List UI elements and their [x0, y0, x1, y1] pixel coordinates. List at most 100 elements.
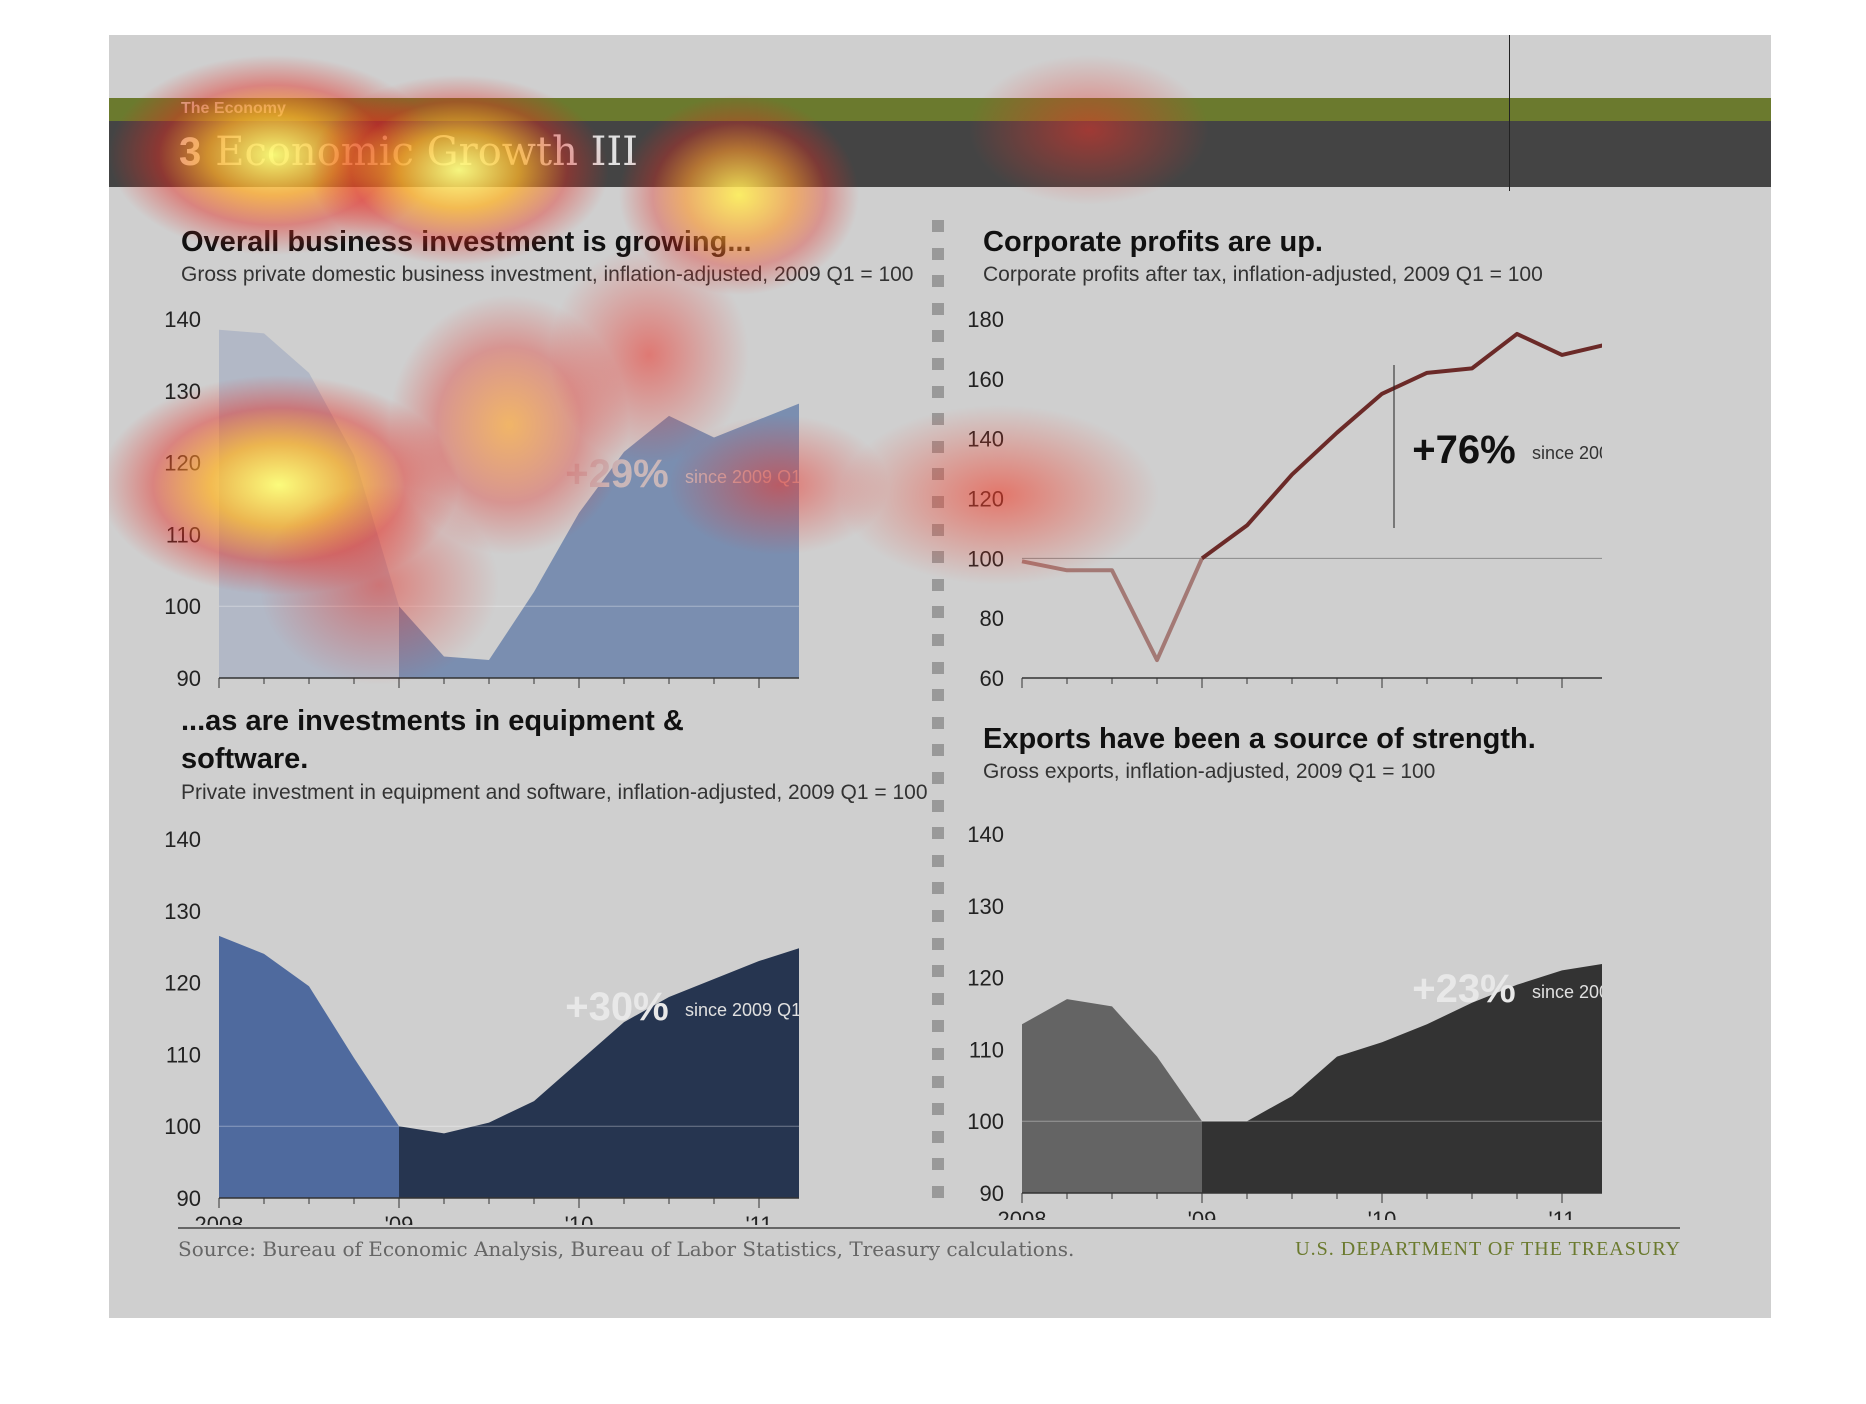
- divider-dot: [932, 827, 944, 840]
- x-tick-label: '10: [1368, 1207, 1397, 1220]
- divider-dot: [932, 716, 944, 729]
- divider-dot: [932, 882, 944, 895]
- divider-dot: [932, 992, 944, 1005]
- y-tick-label: 120: [967, 487, 1004, 512]
- footer-organization: U.S. DEPARTMENT OF THE TREASURY: [1295, 1238, 1681, 1260]
- callout-percent: +23%: [1412, 967, 1515, 1011]
- y-tick-label: 60: [980, 666, 1004, 691]
- chart-svg-p3: 2008 '09 '10 '11 90 100 110 120 130 140 +30% since …: [164, 827, 850, 1237]
- callout-percent: +76%: [1412, 428, 1515, 472]
- panel2-title: Corporate profits are up.: [983, 226, 1323, 258]
- y-tick-label: 160: [967, 367, 1004, 392]
- panel4-subtitle: Gross exports, inflation-adjusted, 2009 …: [983, 760, 1436, 783]
- y-tick-label: 130: [164, 899, 201, 924]
- chart-svg-p2: 2008 '09 '10 '11 60 80 100 120 140 160 180 +76% sinc…: [967, 307, 1653, 717]
- x-tick-label: 2008: [998, 692, 1047, 695]
- x-tick-label: '09: [385, 1212, 414, 1225]
- y-tick-label: 120: [967, 966, 1004, 991]
- callout-note: since 2009 Q1: [685, 1000, 799, 1020]
- chart-svg-p1: 2008 '09 '10 '11 90 100 110 120 130 140 +29% since …: [164, 307, 850, 717]
- y-tick-label: 140: [164, 307, 201, 332]
- chart-exports: 2008 '09 '10 '11 90 100 110 120 130 140 +23% since …: [952, 820, 1653, 1232]
- x-tick-label: '09: [385, 692, 414, 695]
- callout-note: since 2009 Q1: [1532, 443, 1602, 463]
- panel3-subtitle: Private investment in equipment and soft…: [181, 781, 928, 804]
- y-tick-label: 110: [166, 1042, 201, 1067]
- slide-number: 3: [179, 130, 202, 174]
- x-tick-label: '10: [1368, 692, 1397, 695]
- x-tick-label: '09: [1188, 1207, 1217, 1220]
- chart-corporate-profits: 2008 '09 '10 '11 60 80 100 120 140 160 180 +76% sinc…: [952, 305, 1653, 717]
- divider-dot: [932, 1020, 944, 1033]
- slide: The Economy 3 Economic Growth III Overall…: [109, 35, 1771, 1318]
- chart-business-investment: 2008 '09 '10 '11 90 100 110 120 130 140 +29% since …: [149, 305, 850, 717]
- divider-dot: [932, 440, 944, 453]
- y-tick-label: 100: [967, 1109, 1004, 1134]
- divider-dot: [932, 1158, 944, 1171]
- header-vertical-rule: [1509, 35, 1510, 191]
- y-tick-label: 130: [967, 894, 1004, 919]
- divider-dot: [932, 689, 944, 702]
- section-label: The Economy: [181, 100, 286, 117]
- divider-dot: [932, 413, 944, 426]
- divider-dot: [932, 468, 944, 481]
- chart-svg-p4: 2008 '09 '10 '11 90 100 110 120 130 140 +23% since …: [967, 822, 1653, 1232]
- area-pre-2009: [219, 329, 399, 678]
- y-tick-label: 130: [164, 379, 201, 404]
- divider-dot: [932, 302, 944, 315]
- callout-percent: +29%: [565, 452, 668, 496]
- y-tick-label: 100: [164, 594, 201, 619]
- divider-dot: [932, 220, 944, 232]
- y-tick-label: 100: [164, 1114, 201, 1139]
- slide-title-text: Economic Growth III: [215, 129, 638, 175]
- chart-equipment-software: 2008 '09 '10 '11 90 100 110 120 130 140 +30% since …: [149, 825, 850, 1237]
- divider-dot: [932, 385, 944, 398]
- y-tick-label: 120: [164, 971, 201, 996]
- divider-dot: [932, 910, 944, 922]
- y-tick-label: 90: [980, 1181, 1004, 1206]
- divider-dot: [932, 523, 944, 536]
- divider-dot: [932, 578, 944, 591]
- divider-dot: [932, 744, 944, 757]
- divider-dot: [932, 606, 944, 619]
- x-tick-label: 2008: [195, 692, 244, 695]
- footer-source: Source: Bureau of Economic Analysis, Bur…: [178, 1237, 1075, 1261]
- divider-dot: [932, 1048, 944, 1060]
- y-tick-label: 110: [166, 522, 201, 547]
- y-tick-label: 120: [164, 451, 201, 476]
- callout-percent: +30%: [565, 985, 668, 1029]
- x-tick-label: 2008: [195, 1212, 244, 1225]
- y-tick-label: 140: [164, 827, 201, 852]
- divider-dot: [932, 1130, 944, 1143]
- area-pre-2009: [219, 935, 399, 1198]
- series-line-post-2009: [1200, 327, 1653, 560]
- panel4-title: Exports have been a source of strength.: [983, 723, 1536, 755]
- x-tick-label: 2008: [998, 1207, 1047, 1220]
- divider-dot: [932, 937, 944, 950]
- y-tick-label: 90: [177, 1186, 201, 1211]
- y-tick-label: 140: [967, 822, 1004, 847]
- panel-divider: [932, 220, 944, 1210]
- header-accent-bar: [109, 98, 1771, 121]
- divider-dot: [932, 551, 944, 564]
- area-post-2009: [399, 400, 849, 678]
- divider-dot: [932, 772, 944, 784]
- area-post-2009: [399, 910, 849, 1198]
- panel3-title: ...as are investments in equipment & sof…: [181, 705, 684, 775]
- x-tick-label: '09: [1188, 692, 1217, 695]
- divider-dot: [932, 496, 944, 508]
- panel1-subtitle: Gross private domestic business investme…: [181, 263, 914, 286]
- callout-note: since 2009 Q1: [685, 467, 799, 487]
- area-post-2009: [1202, 952, 1652, 1193]
- divider-dot: [932, 799, 944, 812]
- y-tick-label: 80: [980, 606, 1004, 631]
- y-tick-label: 90: [177, 666, 201, 691]
- divider-dot: [932, 965, 944, 978]
- footer-rule: [178, 1227, 1680, 1229]
- x-tick-label: '11: [1548, 692, 1575, 695]
- panel1-title: Overall business investment is growing..…: [181, 226, 752, 258]
- series-line-pre-2009: [1021, 557, 1204, 663]
- x-tick-label: '11: [745, 692, 772, 695]
- divider-dot: [932, 275, 944, 288]
- y-tick-label: 110: [969, 1037, 1004, 1062]
